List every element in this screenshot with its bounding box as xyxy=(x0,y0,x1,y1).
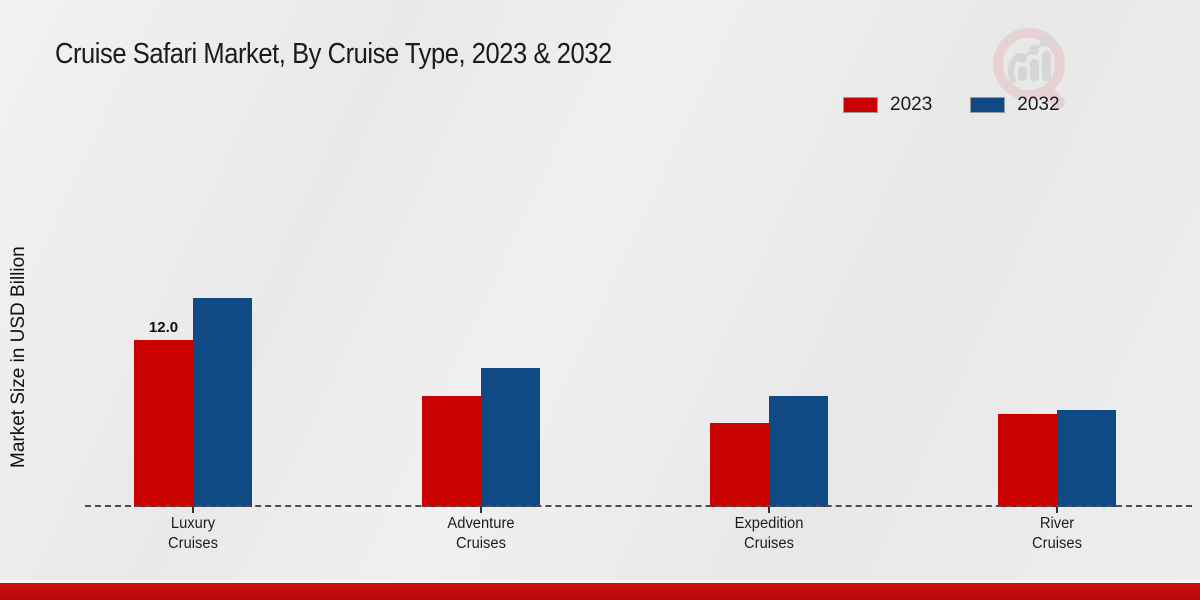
category-label-expedition-cruises: Expedition Cruises xyxy=(734,515,804,552)
legend-item-2023: 2023 xyxy=(843,94,932,116)
bar-value-label: 12.0 xyxy=(148,319,179,336)
bar-2023-river-cruises xyxy=(998,414,1057,507)
category-label-adventure-cruises: Adventure Cruises xyxy=(447,515,515,552)
bar-2032-expedition-cruises xyxy=(769,396,828,507)
legend-label-2023: 2023 xyxy=(890,94,933,115)
bar-2032-river-cruises xyxy=(1057,410,1116,507)
x-axis-tick xyxy=(480,507,482,513)
bar-2032-luxury-cruises xyxy=(193,298,252,507)
x-axis-baseline xyxy=(85,505,1192,507)
footer-red-band xyxy=(0,580,1200,600)
x-axis-tick xyxy=(1056,507,1058,513)
bar-2023-luxury-cruises xyxy=(134,340,193,507)
legend-swatch-2032 xyxy=(970,97,1006,113)
legend-label-2032: 2032 xyxy=(1017,94,1060,115)
legend-swatch-2023 xyxy=(843,97,878,113)
legend-item-2032: 2032 xyxy=(970,94,1060,116)
category-label-river-cruises: River Cruises xyxy=(1032,515,1082,552)
bar-2023-expedition-cruises xyxy=(710,423,769,507)
bar-2023-adventure-cruises xyxy=(422,396,481,507)
legend: 2023 2032 xyxy=(843,94,1060,116)
market-research-watermark-icon xyxy=(993,28,1065,110)
chart-title: Cruise Safari Market, By Cruise Type, 20… xyxy=(55,38,612,70)
category-label-luxury-cruises: Luxury Cruises xyxy=(168,515,218,552)
x-axis-tick xyxy=(768,507,770,513)
x-axis-tick xyxy=(192,507,194,513)
bar-2032-adventure-cruises xyxy=(481,368,540,507)
